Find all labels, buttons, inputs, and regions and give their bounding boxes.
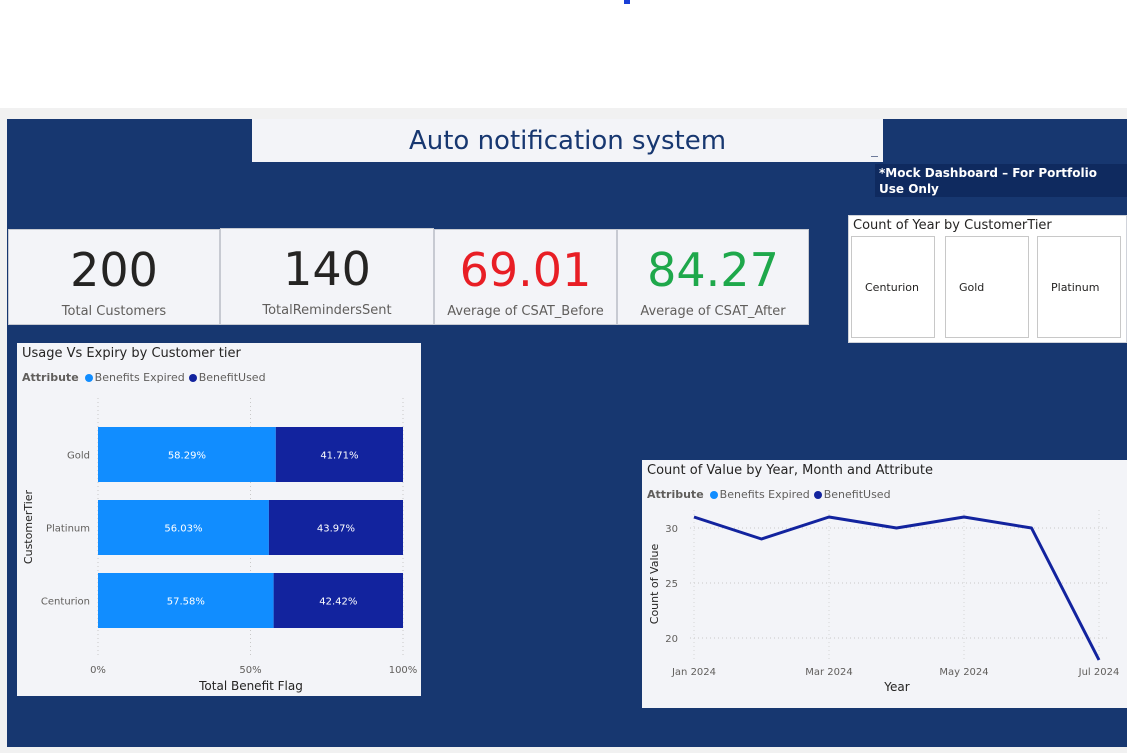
line-y-tick-label: 30 [665, 524, 678, 535]
bar-x-tick-label: 50% [239, 665, 261, 676]
dashboard-title: Auto notification system [408, 125, 727, 156]
bar-y-axis-title: CustomerTier [22, 489, 35, 564]
line-chart-plot: 20 25 30 Jan 2024 Mar 2024 May 2024 Jul 2024 Ye… [648, 510, 1120, 694]
bar-segment [268, 500, 403, 555]
kpi-label: TotalRemindersSent [262, 303, 392, 318]
bar-x-axis-title: Total Benefit Flag [198, 679, 303, 693]
legend-item-benefit-used[interactable]: BenefitUsed [188, 371, 266, 384]
legend-item-benefit-used[interactable]: BenefitUsed [813, 488, 891, 501]
legend-dot-icon [84, 373, 93, 382]
bar-segment [275, 427, 403, 482]
kpi-card-total-reminders[interactable]: 140 TotalRemindersSent [220, 228, 434, 325]
line-x-tick-label: Jul 2024 [1078, 667, 1120, 678]
bar-data-label: 57.58% [167, 597, 205, 608]
bar-x-tick-label: 100% [389, 665, 418, 676]
top-accent-mark [624, 0, 630, 4]
legend-title: Attribute [647, 488, 704, 501]
bar-category-label: Centurion [41, 597, 90, 608]
bar-segment [98, 573, 274, 628]
bar-data-label: 42.42% [319, 597, 357, 608]
bar-chart-title: Usage Vs Expiry by Customer tier [22, 346, 241, 361]
line-x-axis-title: Year [883, 680, 909, 694]
bar-chart-legend: Attribute Benefits Expired BenefitUsed [22, 371, 270, 384]
legend-item-benefits-expired[interactable]: Benefits Expired [84, 371, 185, 384]
slicer-option-centurion[interactable]: Centurion [851, 236, 935, 338]
report-page: Auto notification system *Mock Dashboard… [7, 119, 1127, 747]
report-canvas: Auto notification system *Mock Dashboard… [0, 108, 1127, 753]
bar-x-tick-label: 0% [90, 665, 106, 676]
legend-dot-icon [188, 373, 197, 382]
kpi-label: Total Customers [61, 304, 167, 319]
bar-data-label: 56.03% [164, 524, 202, 535]
kpi-label: Average of CSAT_Before [447, 304, 604, 319]
line-series [693, 515, 1101, 661]
title-box-handle [871, 156, 878, 157]
bar-segment [98, 500, 269, 555]
customer-tier-slicer: Count of Year by CustomerTier Centurion … [848, 215, 1127, 343]
legend-item-benefits-expired[interactable]: Benefits Expired [709, 488, 810, 501]
count-of-value-chart-card[interactable]: Count of Value by Year, Month and Attrib… [642, 460, 1127, 708]
bar-data-label: 43.97% [317, 524, 355, 535]
kpi-label: Average of CSAT_After [640, 304, 786, 319]
line-x-tick-label: Mar 2024 [805, 667, 853, 678]
slicer-title: Count of Year by CustomerTier [853, 218, 1052, 233]
line-x-tick-label: May 2024 [939, 667, 988, 678]
bar-chart-plot: 58.29% 41.71% Gold 56.03% 43.97% Platinum 57.5… [22, 398, 418, 693]
legend-label: BenefitUsed [198, 371, 266, 384]
dashboard-title-box: Auto notification system [252, 119, 883, 162]
kpi-value: 69.01 [459, 243, 592, 297]
legend-dot-icon [813, 490, 822, 499]
slicer-option-platinum[interactable]: Platinum [1037, 236, 1121, 338]
legend-label: Benefits Expired [94, 371, 185, 384]
usage-vs-expiry-chart-card[interactable]: Usage Vs Expiry by Customer tier Attribu… [17, 343, 421, 696]
kpi-card-csat-after[interactable]: 84.27 Average of CSAT_After [617, 229, 809, 325]
kpi-value: 84.27 [647, 243, 779, 297]
bar-data-label: 58.29% [168, 451, 206, 462]
legend-label: BenefitUsed [823, 488, 891, 501]
kpi-value: 140 [283, 242, 371, 296]
bar-category-label: Gold [67, 451, 90, 462]
bar-segment [98, 427, 276, 482]
legend-dot-icon [709, 490, 718, 499]
bar-segment [273, 573, 403, 628]
line-chart-title: Count of Value by Year, Month and Attrib… [647, 463, 933, 478]
mock-disclaimer: *Mock Dashboard – For Portfolio Use Only [875, 164, 1127, 197]
kpi-value: 200 [70, 243, 158, 297]
legend-title: Attribute [22, 371, 79, 384]
line-y-tick-label: 25 [665, 579, 678, 590]
legend-label: Benefits Expired [719, 488, 810, 501]
kpi-card-total-customers[interactable]: 200 Total Customers [8, 229, 220, 325]
line-chart-legend: Attribute Benefits Expired BenefitUsed [647, 488, 895, 501]
bar-category-label: Platinum [46, 524, 90, 535]
line-y-tick-label: 20 [665, 634, 678, 645]
bar-data-label: 41.71% [320, 451, 358, 462]
kpi-card-csat-before[interactable]: 69.01 Average of CSAT_Before [434, 229, 617, 325]
line-y-axis-title: Count of Value [648, 544, 661, 625]
line-x-tick-label: Jan 2024 [671, 667, 716, 678]
slicer-option-gold[interactable]: Gold [945, 236, 1029, 338]
